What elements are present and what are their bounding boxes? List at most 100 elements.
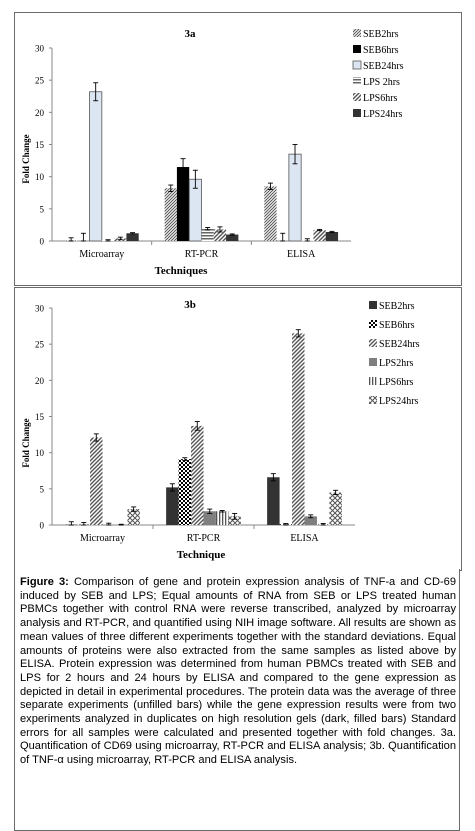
legend-swatch xyxy=(353,93,361,101)
y-tick-label: 20 xyxy=(35,108,45,118)
error-bar xyxy=(333,489,339,496)
y-tick-label: 0 xyxy=(40,237,45,247)
error-bar xyxy=(81,522,87,526)
bar-lps24hrs-elisa xyxy=(329,492,342,525)
y-tick-label: 30 xyxy=(35,44,45,54)
y-tick-label: 5 xyxy=(40,484,45,494)
y-tick-label: 5 xyxy=(40,204,45,214)
bar-seb24hrs-rtpcr xyxy=(191,425,204,525)
bar-lps24hrs-rtpcr xyxy=(226,234,239,241)
error-bar xyxy=(105,239,111,242)
error-bar xyxy=(117,236,123,241)
y-axis-label-3a: Fold Change xyxy=(21,134,31,183)
error-bar xyxy=(169,483,175,492)
legend-swatch xyxy=(353,77,361,85)
bar-lps24hrs-microarray xyxy=(127,509,140,525)
bar-lps6hrs-rtpcr xyxy=(213,229,227,241)
error-bar xyxy=(68,237,74,242)
error-bar xyxy=(68,521,74,526)
error-bar xyxy=(192,169,198,189)
error-bar xyxy=(168,184,174,192)
chart-panel-3b: 3b Fold Change Technique 0 5 10 15 20 25 30 Mic… xyxy=(14,287,462,571)
error-bar xyxy=(280,232,286,242)
legend-label: SEB2hrs xyxy=(363,29,399,40)
error-bar xyxy=(229,233,235,236)
error-bar xyxy=(130,232,136,235)
bar-chart-3a: 3a Fold Change Techniques 0 5 10 15 20 25 30 Mi… xyxy=(21,28,404,277)
x-tick-label: Microarray xyxy=(79,249,124,260)
bar-seb6hrs-rtpcr xyxy=(178,459,192,525)
bar-seb24hrs-microarray xyxy=(90,437,103,525)
bar-lps6hrs-rtpcr xyxy=(215,511,229,525)
y-axis-label-3b: Fold Change xyxy=(21,418,31,467)
error-bar xyxy=(232,512,238,520)
error-bar xyxy=(329,230,335,234)
bar-seb2hrs-elisa xyxy=(264,186,277,241)
error-bar xyxy=(320,523,326,526)
bar-lps2hrs-elisa xyxy=(304,516,317,525)
legend-swatch xyxy=(369,396,377,404)
x-axis-label-3b: Technique xyxy=(177,549,226,561)
error-bar xyxy=(267,182,273,190)
bar-chart-3b: 3b Fold Change Technique 0 5 10 15 20 25 30 Mic… xyxy=(21,299,420,561)
x-axis-label-3a: Techniques xyxy=(155,265,209,277)
bar-lps24hrs-elisa xyxy=(325,231,339,241)
error-bar xyxy=(207,508,213,514)
error-bar xyxy=(118,523,124,526)
error-bar xyxy=(180,158,186,176)
error-bar xyxy=(308,514,314,519)
bar-lps24hrs-rtpcr xyxy=(228,516,241,525)
legend-swatch xyxy=(352,60,362,70)
caption-label: Figure 3: xyxy=(20,576,69,588)
x-tick-label: ELISA xyxy=(287,249,316,260)
chart-title-3a: 3a xyxy=(185,28,197,40)
bar-lps6hrs-elisa xyxy=(313,230,326,241)
error-bar xyxy=(194,421,200,431)
y-tick-label: 10 xyxy=(35,172,45,182)
legend-swatch xyxy=(353,45,361,53)
bar-seb2hrs-elisa xyxy=(267,477,280,525)
error-bar xyxy=(131,506,137,512)
error-bar xyxy=(270,473,276,482)
y-tick-label: 20 xyxy=(35,376,45,386)
x-tick-label: RT-PCR xyxy=(185,249,219,260)
caption-box xyxy=(14,569,460,831)
bar-seb24hrs-elisa xyxy=(292,333,305,525)
error-bar xyxy=(205,227,211,231)
legend-swatch xyxy=(353,29,361,37)
y-tick-label: 0 xyxy=(40,521,45,531)
legend-label: SEB2hrs xyxy=(379,301,415,312)
error-bar xyxy=(106,522,112,526)
chart-panel-3a: 3a Fold Change Techniques 0 5 10 15 20 25 30 Mi… xyxy=(14,12,462,286)
legend-label: SEB24hrs xyxy=(363,61,404,72)
y-tick-label: 10 xyxy=(35,448,45,458)
chart-title-3b: 3b xyxy=(184,299,196,311)
y-tick-label: 25 xyxy=(35,76,45,86)
bar-seb2hrs-rtpcr xyxy=(164,188,177,241)
bar-lps-2hrs-rtpcr xyxy=(201,228,214,241)
error-bar xyxy=(217,226,223,233)
x-tick-label: ELISA xyxy=(290,533,319,544)
error-bar xyxy=(295,329,301,338)
legend-swatch xyxy=(369,377,377,385)
y-tick-label: 15 xyxy=(35,412,45,422)
legend-label: LPS24hrs xyxy=(379,396,419,407)
error-bar xyxy=(182,457,188,462)
y-tick-label: 25 xyxy=(35,340,45,350)
error-bar xyxy=(304,238,310,242)
error-bar xyxy=(93,82,99,102)
legend-swatch xyxy=(353,109,361,117)
bar-seb6hrs-rtpcr xyxy=(176,167,190,241)
legend-label: SEB6hrs xyxy=(379,320,415,331)
y-tick-label: 30 xyxy=(35,304,45,314)
legend-swatch xyxy=(369,301,377,309)
figure-caption: Figure 3: Comparison of gene and protein… xyxy=(20,576,456,768)
bar-seb24hrs-microarray xyxy=(89,91,103,242)
x-tick-label: RT-PCR xyxy=(187,533,221,544)
error-bar xyxy=(219,510,225,513)
legend-label: LPS24hrs xyxy=(363,109,403,120)
legend-label: SEB24hrs xyxy=(379,339,420,350)
legend-swatch xyxy=(369,320,377,328)
error-bar xyxy=(80,232,86,242)
error-bar xyxy=(93,433,99,442)
